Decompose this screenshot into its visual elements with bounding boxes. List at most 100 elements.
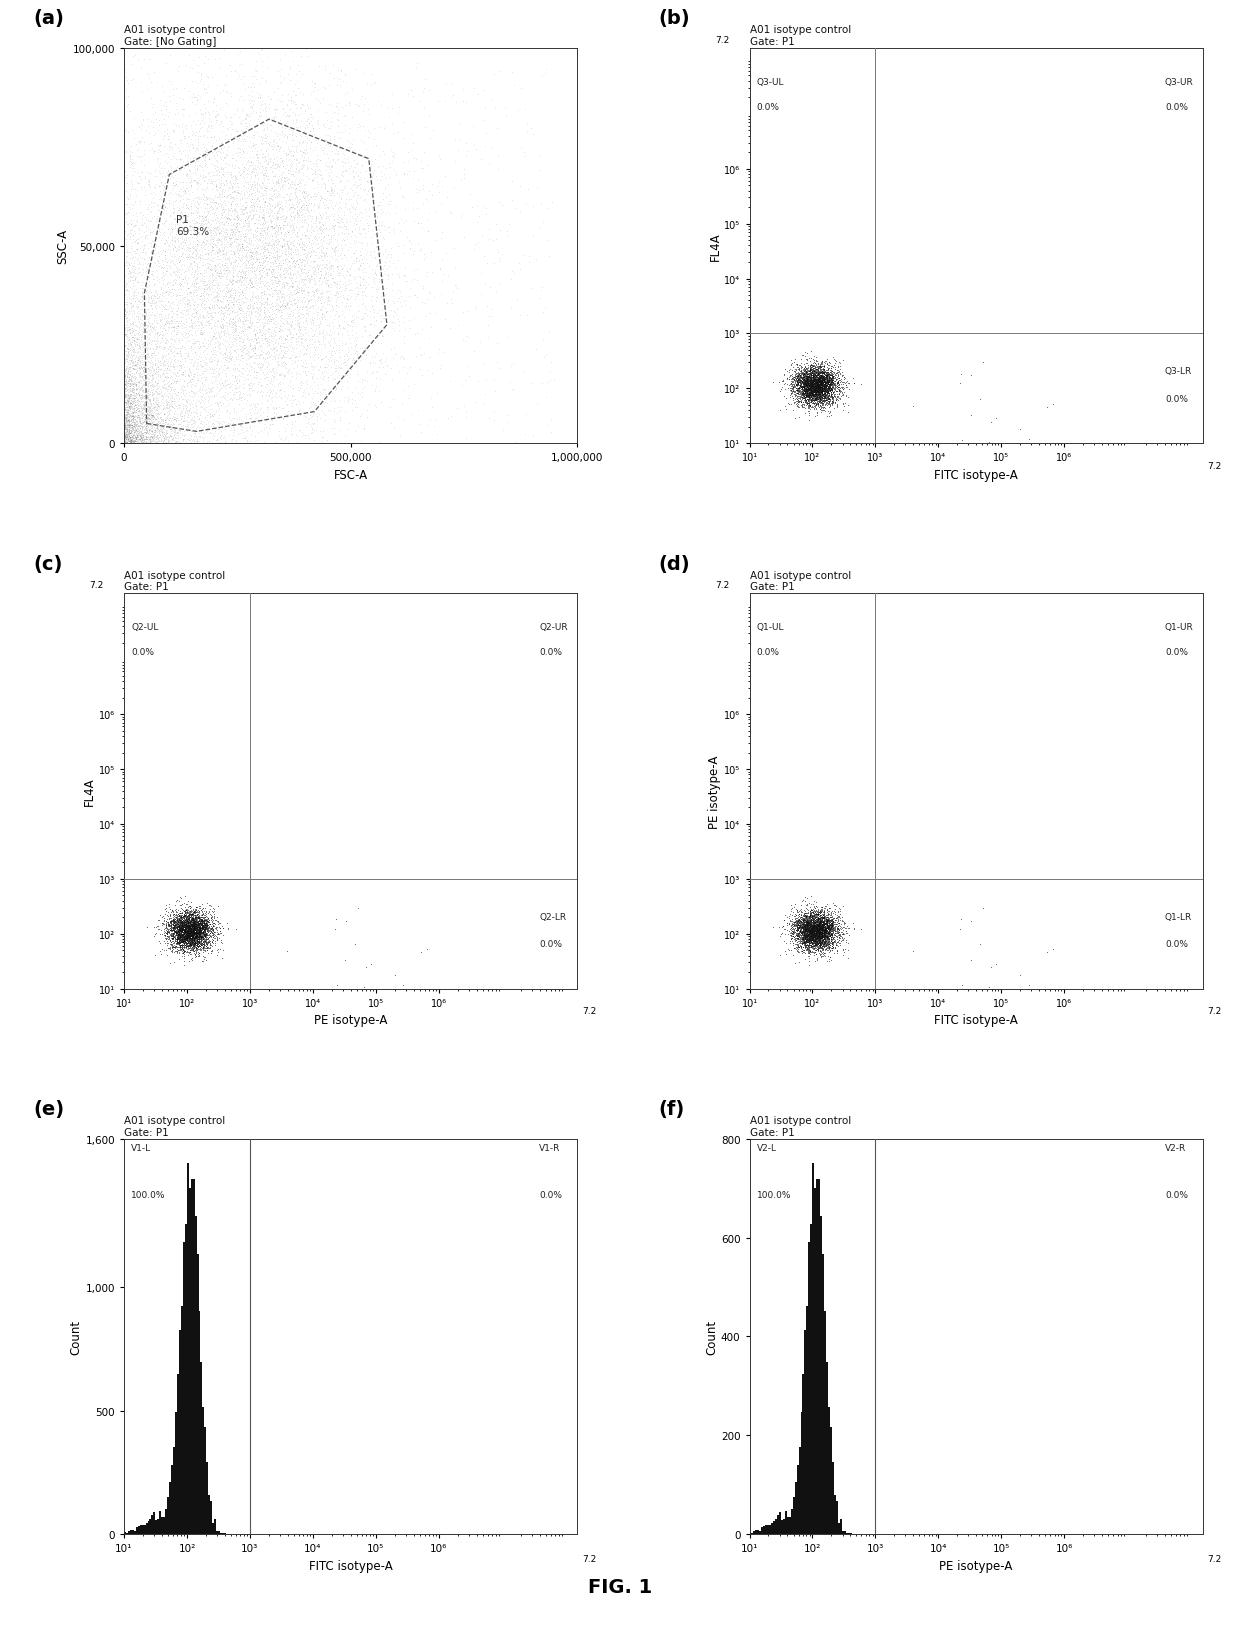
Point xyxy=(171,909,191,935)
Point xyxy=(139,119,159,145)
Point xyxy=(301,276,321,302)
Point xyxy=(808,909,828,935)
Point xyxy=(181,379,201,405)
Point xyxy=(264,232,284,258)
Point xyxy=(816,906,836,932)
Point xyxy=(804,377,823,403)
Point xyxy=(810,899,830,925)
Point xyxy=(790,370,810,397)
Point xyxy=(280,289,300,315)
Point xyxy=(208,359,228,385)
Point xyxy=(285,222,305,248)
Point xyxy=(821,369,841,395)
Point xyxy=(208,230,228,256)
Point xyxy=(119,397,139,423)
Bar xyxy=(781,1519,782,1534)
Point xyxy=(196,904,216,930)
Point xyxy=(799,922,818,948)
Point xyxy=(526,336,546,362)
Point xyxy=(192,907,212,934)
Point xyxy=(250,318,270,344)
Point xyxy=(129,393,149,419)
Point xyxy=(185,217,205,243)
Point xyxy=(306,255,326,281)
Point xyxy=(154,335,174,361)
Point xyxy=(138,304,157,330)
Point xyxy=(285,181,305,207)
Point xyxy=(125,245,145,271)
Point xyxy=(339,157,358,183)
Point xyxy=(807,364,827,390)
Point xyxy=(806,919,826,945)
Point xyxy=(143,259,162,286)
Point xyxy=(233,238,253,264)
Point xyxy=(796,904,816,930)
Point xyxy=(794,362,813,388)
Point xyxy=(115,370,135,397)
Point xyxy=(180,922,200,948)
Point xyxy=(293,323,312,349)
Point xyxy=(175,901,195,927)
Point xyxy=(415,245,435,271)
Point xyxy=(120,392,140,418)
Point xyxy=(336,93,356,119)
Point xyxy=(805,379,825,405)
Point xyxy=(129,426,149,452)
Point xyxy=(805,932,825,958)
Point xyxy=(259,292,279,318)
Point xyxy=(806,377,826,403)
Point xyxy=(820,385,839,411)
Point xyxy=(296,312,316,338)
Point xyxy=(258,215,278,242)
Point xyxy=(797,909,817,935)
Point xyxy=(182,901,202,927)
Point xyxy=(274,273,294,299)
Point xyxy=(254,111,274,137)
Point xyxy=(800,917,820,943)
Point xyxy=(176,308,196,335)
Point xyxy=(206,924,226,950)
Point xyxy=(172,922,192,948)
Point xyxy=(800,379,820,405)
Point xyxy=(170,930,190,956)
Point xyxy=(278,220,298,246)
Point xyxy=(180,920,200,947)
Point xyxy=(277,204,296,230)
Point xyxy=(813,357,833,384)
Point xyxy=(331,178,351,204)
Point xyxy=(794,906,813,932)
Point xyxy=(161,134,181,160)
Point xyxy=(198,418,218,444)
Point xyxy=(179,942,198,968)
Point xyxy=(134,403,154,429)
Point xyxy=(126,397,146,423)
Point xyxy=(195,917,215,943)
Point xyxy=(248,310,268,336)
Point xyxy=(123,375,143,401)
Point xyxy=(278,157,298,183)
Point xyxy=(801,916,821,942)
Point xyxy=(133,403,153,429)
Point xyxy=(203,911,223,937)
Point xyxy=(143,428,162,454)
Point xyxy=(306,150,326,176)
Point xyxy=(255,91,275,118)
Point xyxy=(242,162,262,188)
Point xyxy=(160,917,180,943)
Point xyxy=(787,922,807,948)
Point xyxy=(134,237,154,263)
Point xyxy=(182,909,202,935)
Point xyxy=(117,419,136,446)
Point xyxy=(167,914,187,940)
Point xyxy=(821,390,841,416)
Point xyxy=(176,925,196,951)
Point xyxy=(192,269,212,295)
Point xyxy=(167,920,187,947)
Point xyxy=(248,253,268,279)
Point xyxy=(153,397,172,423)
Point xyxy=(802,374,822,400)
Point xyxy=(145,336,165,362)
Point xyxy=(179,927,198,953)
Point xyxy=(170,911,190,937)
Point xyxy=(151,98,171,124)
